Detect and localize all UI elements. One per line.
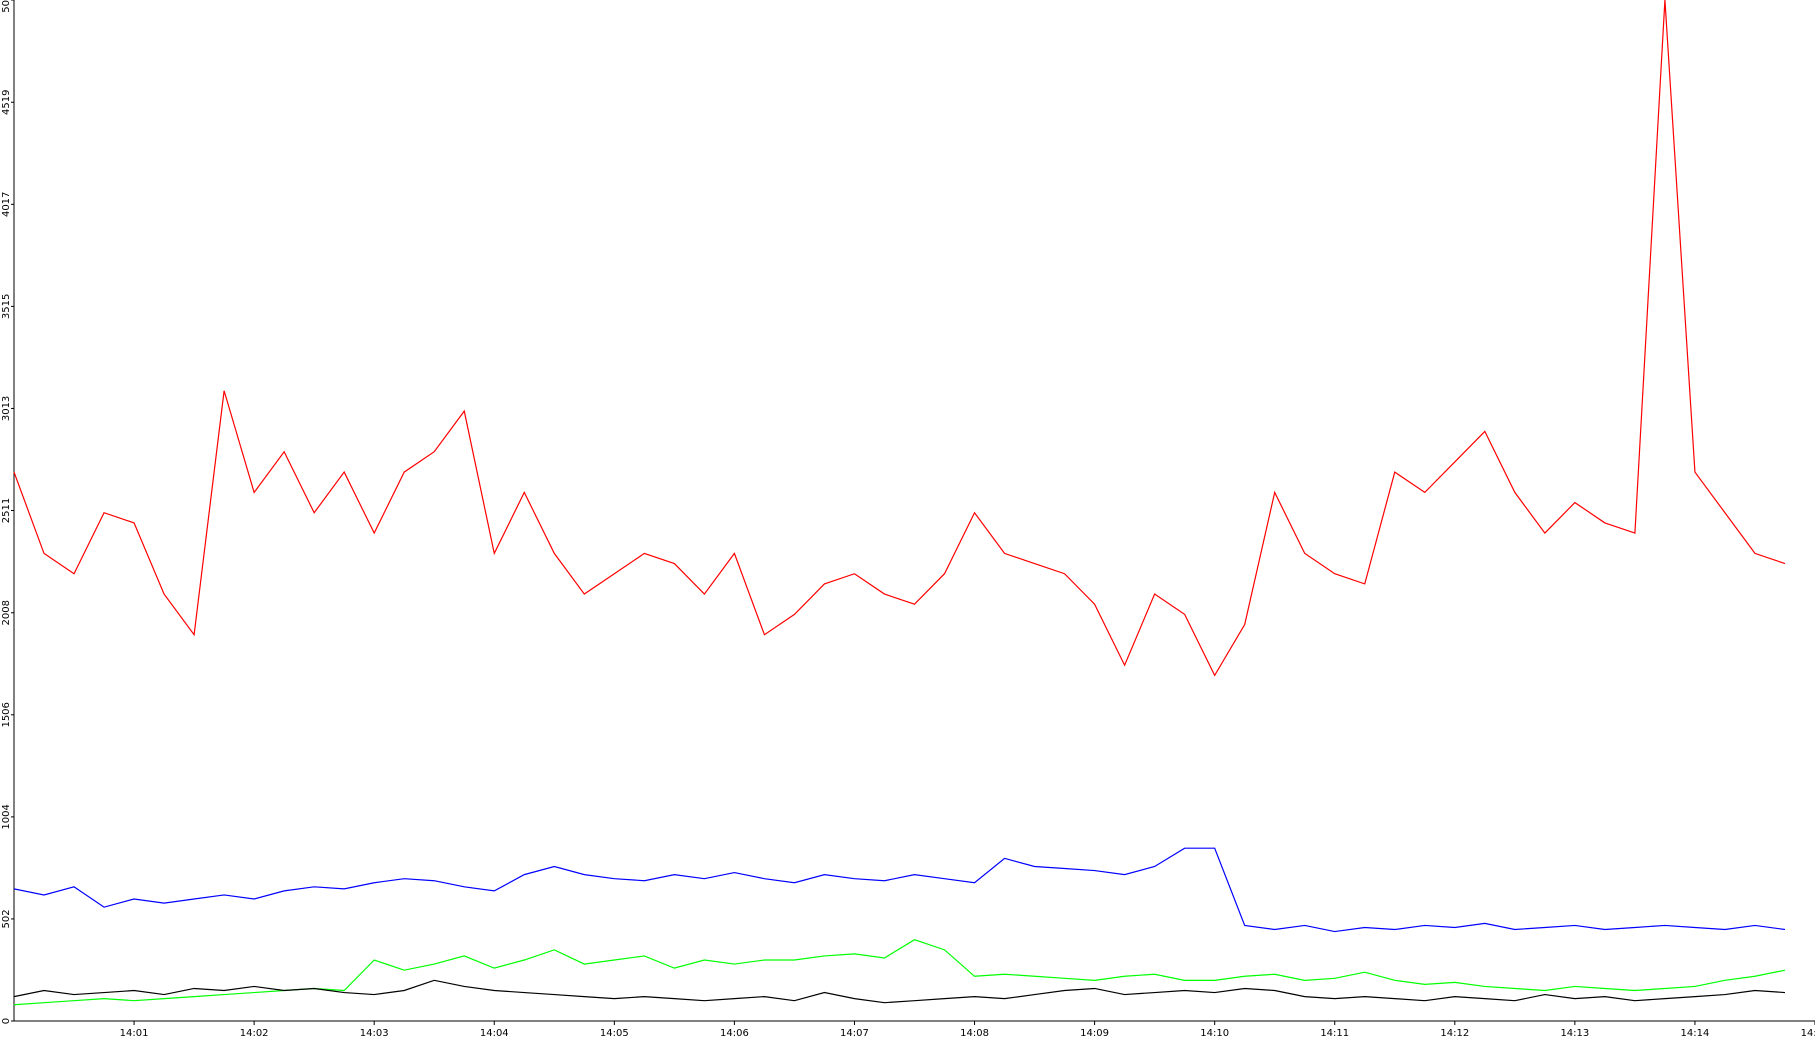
- y-tick-label: 502: [1, 909, 12, 928]
- y-tick-label: 3515: [1, 294, 12, 319]
- y-tick-label: 1004: [1, 804, 12, 829]
- series-line: [13, 939, 1786, 1006]
- series-line: [13, 0, 1786, 677]
- y-tick-label: 1506: [1, 702, 12, 727]
- x-tick-label: 14:03: [360, 1028, 389, 1039]
- series-line: [13, 847, 1786, 933]
- x-tick-label: 14:04: [480, 1028, 509, 1039]
- x-tick-label: 14:11: [1320, 1028, 1349, 1039]
- y-tick-label: 0: [1, 1018, 12, 1024]
- y-tick-label: 3013: [1, 396, 12, 421]
- x-tick-label: 14:12: [1440, 1028, 1469, 1039]
- x-tick-label: 14:01: [120, 1028, 149, 1039]
- x-tick-label: 14:15: [1801, 1028, 1815, 1039]
- x-tick-label: 14:13: [1560, 1028, 1589, 1039]
- y-tick-label: 4519: [1, 90, 12, 115]
- y-tick-label: 4017: [1, 192, 12, 217]
- y-tick-label: 2511: [1, 498, 12, 523]
- x-tick-label: 14:10: [1200, 1028, 1229, 1039]
- x-tick-label: 14:07: [840, 1028, 869, 1039]
- x-tick-label: 14:14: [1681, 1028, 1710, 1039]
- series-line: [13, 979, 1786, 1004]
- x-tick-label: 14:05: [600, 1028, 629, 1039]
- x-tick-label: 14:08: [960, 1028, 989, 1039]
- x-tick-label: 14:02: [240, 1028, 269, 1039]
- x-tick-label: 14:09: [1080, 1028, 1109, 1039]
- x-tick-label: 14:06: [720, 1028, 749, 1039]
- y-tick-label: 2008: [1, 600, 12, 625]
- y-tick-label: 5022: [1, 0, 12, 13]
